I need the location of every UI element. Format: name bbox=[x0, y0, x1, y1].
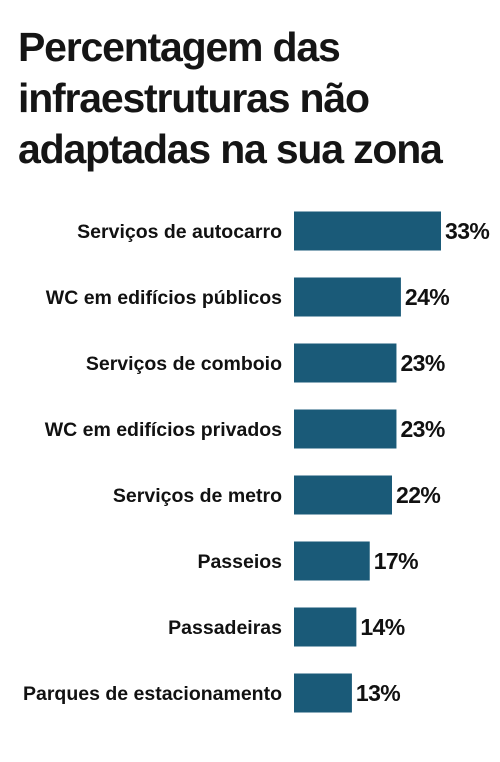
value-label: 22% bbox=[396, 482, 440, 508]
category-label: WC em edifícios públicos bbox=[46, 287, 282, 309]
value-label: 23% bbox=[400, 350, 444, 376]
category-label: Serviços de metro bbox=[113, 485, 282, 507]
chart-title-line: Percentagem das bbox=[18, 24, 341, 70]
bar bbox=[294, 475, 392, 515]
chart-title-line: infraestruturas não bbox=[18, 75, 370, 121]
category-label: Passeios bbox=[197, 551, 282, 573]
bar bbox=[294, 211, 441, 251]
category-label: Parques de estacionamento bbox=[23, 683, 282, 705]
value-label: 33% bbox=[445, 218, 489, 244]
bar bbox=[294, 541, 370, 581]
category-label: Serviços de comboio bbox=[86, 353, 282, 375]
value-label: 13% bbox=[356, 680, 400, 706]
category-label: Passadeiras bbox=[168, 617, 282, 639]
bar bbox=[294, 607, 357, 647]
category-label: Serviços de autocarro bbox=[77, 221, 282, 243]
bar bbox=[294, 409, 397, 449]
value-label: 17% bbox=[374, 548, 418, 574]
bar bbox=[294, 673, 352, 713]
bar bbox=[294, 277, 401, 317]
chart-title: Percentagem das infraestruturas não adap… bbox=[18, 22, 488, 175]
chart-title-line: adaptadas na sua zona bbox=[18, 126, 443, 172]
value-label: 14% bbox=[360, 614, 404, 640]
value-label: 24% bbox=[405, 284, 449, 310]
bar bbox=[294, 343, 397, 383]
value-label: 23% bbox=[400, 416, 444, 442]
category-label: WC em edifícios privados bbox=[45, 419, 282, 441]
